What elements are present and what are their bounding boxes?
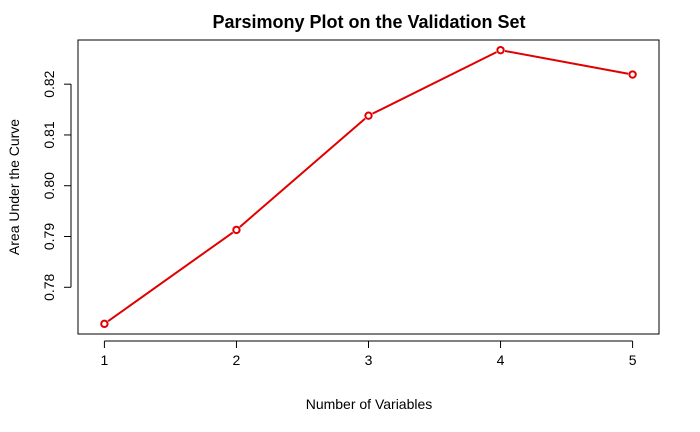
y-tick-label: 0.82	[41, 70, 57, 97]
y-tick-label: 0.78	[41, 273, 57, 300]
series-layer	[100, 45, 637, 329]
data-point	[100, 319, 109, 329]
y-tick-label: 0.79	[41, 223, 57, 250]
data-point	[496, 45, 505, 55]
x-tick-label: 2	[233, 352, 241, 368]
x-axis-label: Number of Variables	[306, 396, 433, 412]
y-axis-label: Area Under the Curve	[6, 119, 22, 255]
y-axis: 0.78 0.79 0.80 0.81 0.82	[41, 70, 72, 301]
data-point	[364, 111, 373, 120]
x-tick-label: 5	[629, 352, 637, 368]
x-tick-label: 4	[497, 352, 505, 368]
x-tick-label: 3	[365, 352, 373, 368]
series-line-segment	[504, 49, 629, 75]
data-point	[232, 225, 241, 235]
y-tick-label: 0.81	[41, 121, 57, 148]
y-tick-label: 0.80	[41, 172, 57, 199]
plot-frame	[77, 39, 660, 335]
chart-title: Parsimony Plot on the Validation Set	[212, 12, 525, 32]
x-axis: 1 2 3 4 5	[101, 340, 637, 368]
series-line-segment	[372, 51, 497, 115]
series-line-segment	[239, 117, 366, 228]
series-line-segment	[107, 231, 234, 323]
x-tick-label: 1	[101, 352, 109, 368]
data-point	[628, 70, 637, 79]
